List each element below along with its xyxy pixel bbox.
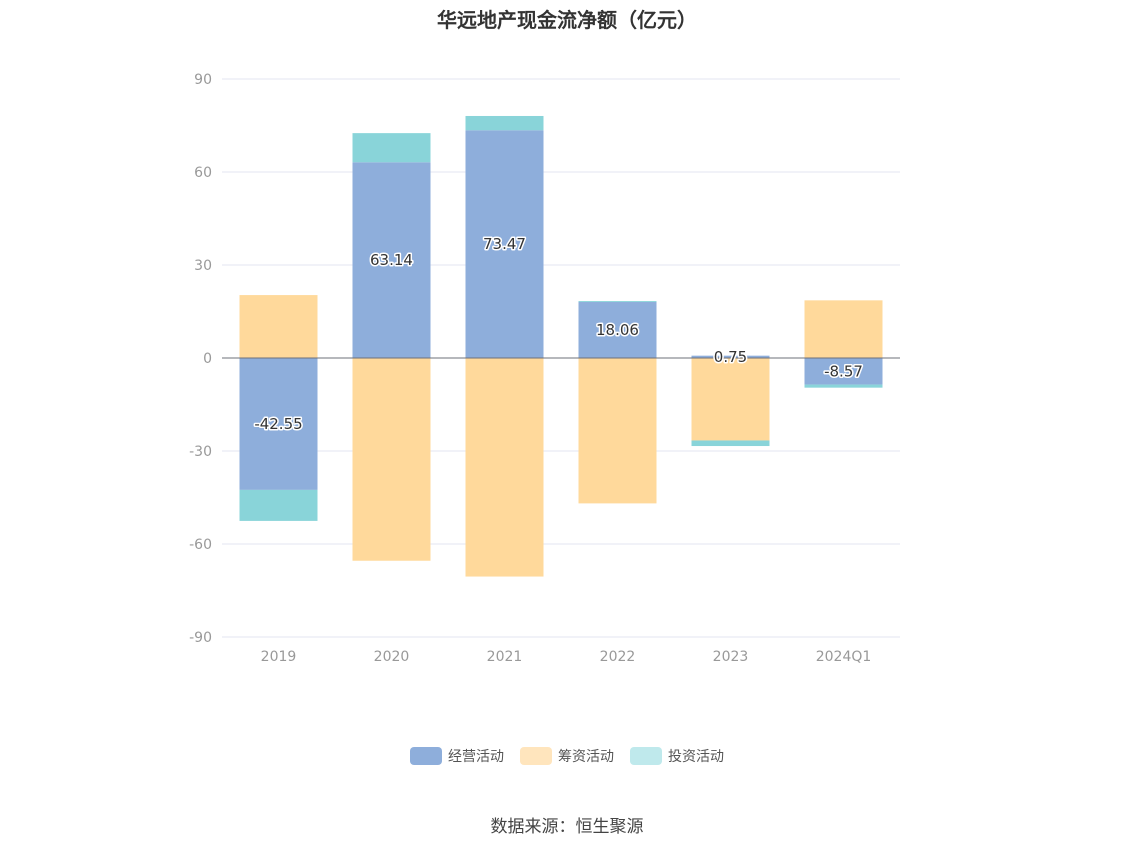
bar-2-2021 [465,358,544,577]
bar-1-2019 [239,358,318,490]
bar-2-2024Q1 [804,300,883,358]
bar-3-2023 [691,440,770,447]
legend-label: 经营活动 [448,749,504,765]
bar-2-2022 [578,358,657,504]
data-label: -8.57 [824,362,863,380]
data-label: 63.14 [370,251,413,269]
legend-swatch [520,747,552,765]
bar-1-2020 [352,162,431,358]
x-tick-label: 2019 [261,649,297,665]
bar-3-2024Q1 [804,384,883,388]
tick-labels: 90 60 30 0 -30 -60 -90 2019 2020 2021 2022 2023 2024… [189,72,871,665]
bar-3-2020 [352,133,431,163]
y-tick-label: -90 [189,630,212,646]
bar-3-2022 [578,301,657,303]
bar-1-2024Q1 [804,358,883,385]
legend-label: 筹资活动 [558,749,614,765]
legend-item[interactable]: 筹资活动 [520,746,614,766]
data-label: -42.55 [254,415,302,433]
data-label: 0.75 [714,348,747,366]
grid-lines [222,78,900,638]
bar-3-2019 [239,489,318,521]
bar-3-2021 [465,115,544,131]
legend-swatch [410,747,442,765]
y-tick-label: 30 [194,258,212,274]
chart-title: 华远地产现金流净额（亿元） [437,8,697,32]
legend-item[interactable]: 经营活动 [410,746,504,766]
y-tick-label: 90 [194,72,212,88]
bar-1-2021 [465,130,544,358]
data-label: 73.47 [483,235,526,253]
data-label: 18.06 [596,321,639,339]
y-tick-label: -30 [189,444,212,460]
y-tick-label: 0 [203,351,212,367]
x-tick-label: 2024Q1 [816,649,872,665]
legend-swatch [630,747,662,765]
bar-2-2020 [352,358,431,561]
bar-1-2023 [691,355,770,358]
x-tick-label: 2022 [600,649,636,665]
bars [239,115,883,577]
x-tick-label: 2023 [713,649,749,665]
x-tick-label: 2020 [374,649,410,665]
y-tick-label: 60 [194,165,212,181]
bar-2-2019 [239,295,318,358]
bar-2-2023 [691,358,770,441]
legend-item[interactable]: 投资活动 [630,746,724,766]
legend: 经营活动 筹资活动 投资活动 [0,746,1134,766]
bar-1-2022 [578,302,657,358]
x-tick-label: 2021 [487,649,523,665]
data-labels: -42.55 63.14 73.47 18.06 0.75 -8.57 [253,234,865,435]
legend-label: 投资活动 [668,749,724,765]
source-note: 数据来源：恒生聚源 [490,817,644,837]
y-tick-label: -60 [189,537,212,553]
